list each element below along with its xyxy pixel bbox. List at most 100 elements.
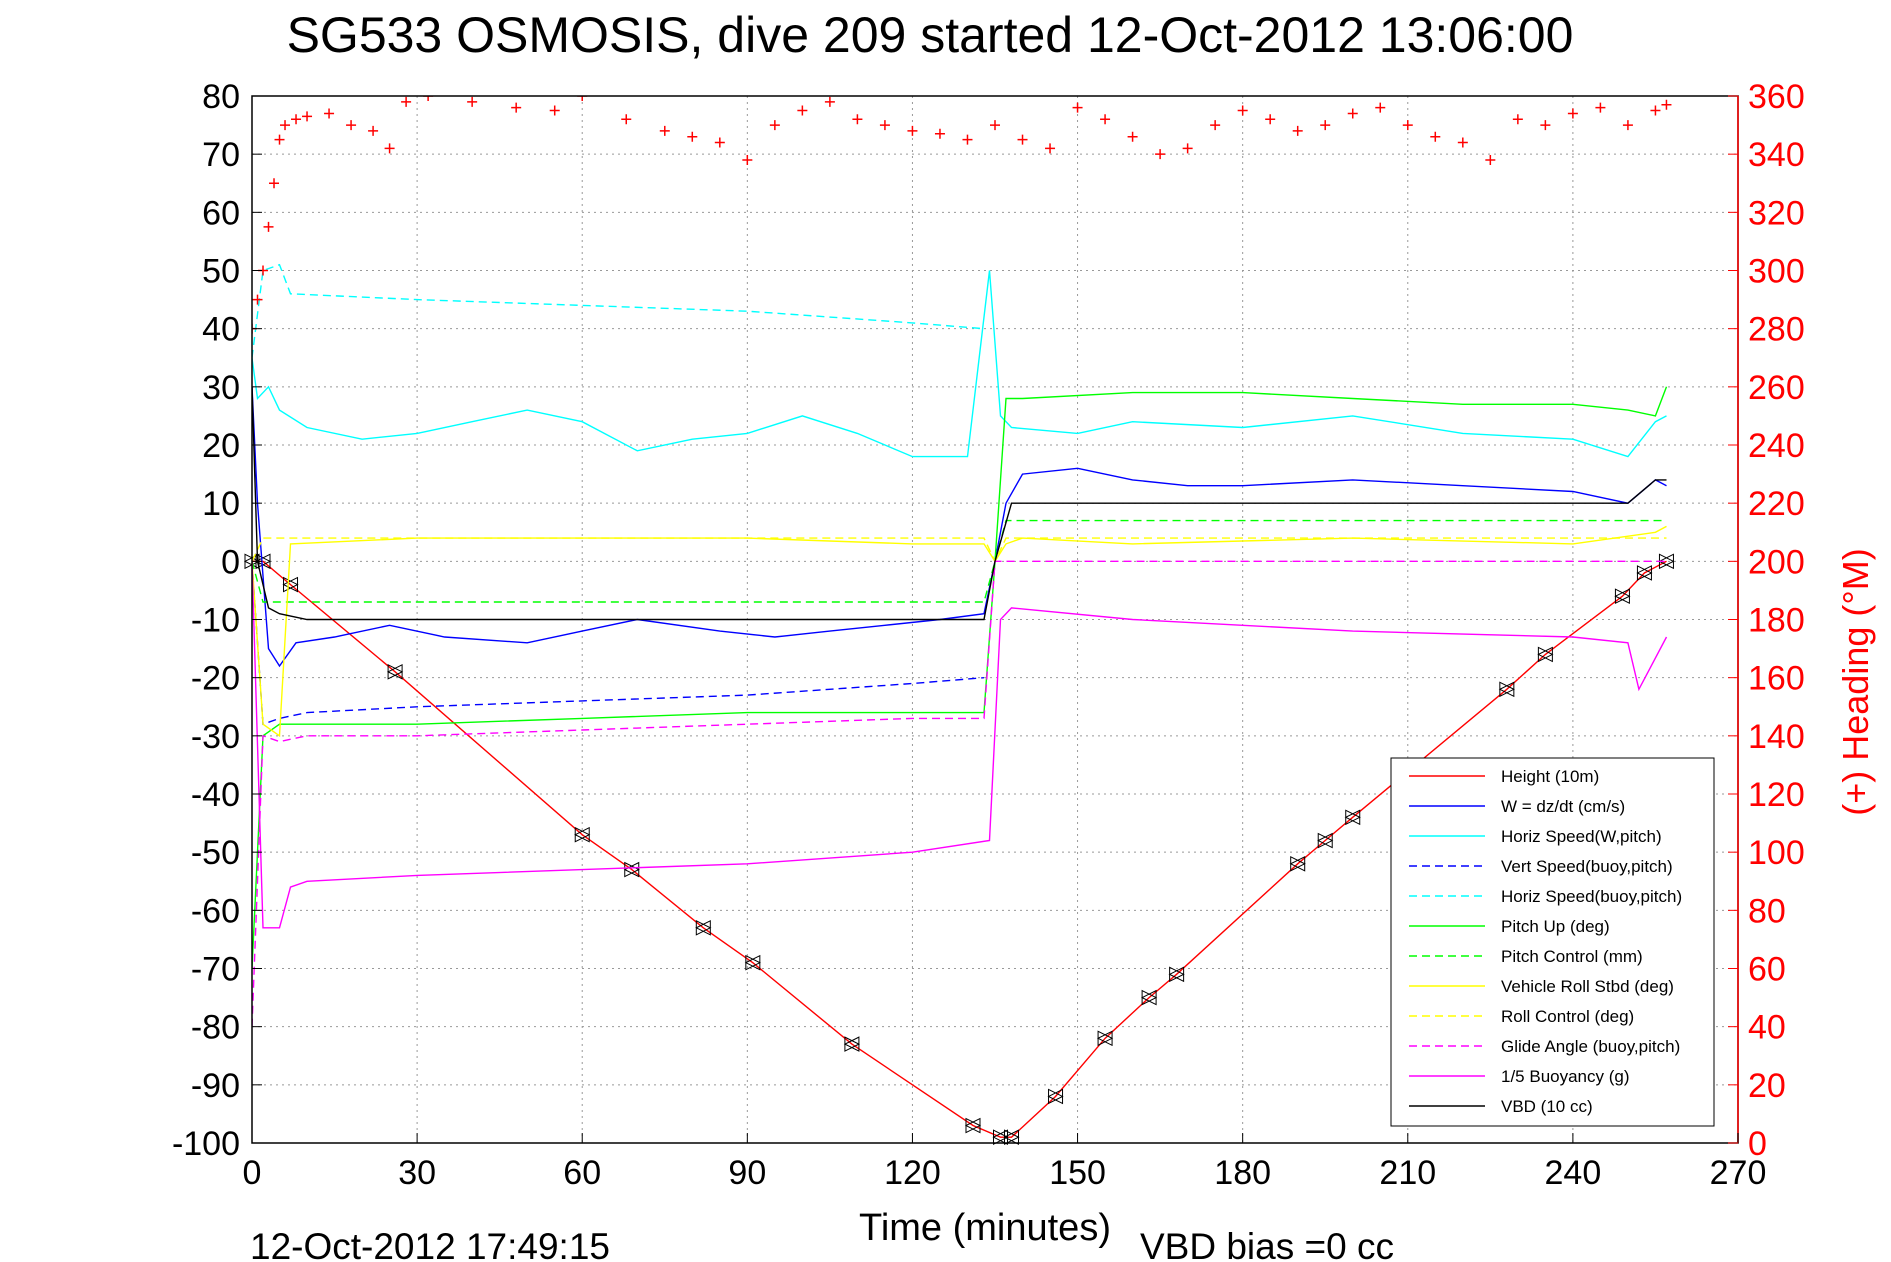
x-tick-label: 270 [1710, 1154, 1767, 1192]
heading-point [1072, 102, 1083, 113]
heading-point [511, 102, 522, 113]
y2-axis-label: (+) Heading (°M) [1835, 548, 1876, 815]
heading-point [1650, 105, 1661, 116]
series-layer [243, 96, 1675, 1145]
y2-axis-ticks: 3603403203002802602402202001801601401201… [1728, 78, 1805, 1163]
y2-tick-label: 80 [1748, 892, 1786, 930]
y-tick-label: -100 [172, 1125, 240, 1163]
heading-point [990, 120, 1000, 131]
heading-point [384, 143, 395, 154]
heading-point [302, 111, 313, 122]
height-marker [282, 576, 299, 593]
heading-point [1155, 149, 1166, 160]
y2-tick-label: 0 [1748, 1125, 1767, 1163]
x-axis-label: Time (minutes) [859, 1207, 1111, 1249]
y2-tick-label: 140 [1748, 718, 1805, 756]
series-glide-angle-buoy-pitch [252, 560, 1667, 1027]
heading-point [687, 131, 698, 142]
legend-entry: Horiz Speed(buoy,pitch) [1501, 887, 1682, 906]
y-axis-ticks: 80 70 60 50 40 30 20 10 0 -10 -20 -30 -40 -50 -60 -70 -8… [172, 78, 262, 1163]
height-marker [1047, 1088, 1064, 1105]
heading-point [549, 105, 560, 116]
x-tick-label: 240 [1545, 1154, 1602, 1192]
series-vert-speed-buoy-pitch [252, 561, 985, 726]
heading-point [824, 96, 835, 107]
height-marker [1003, 1129, 1020, 1145]
x-tick-label: 60 [563, 1154, 601, 1192]
heading-point [621, 114, 632, 125]
y2-tick-label: 240 [1748, 427, 1805, 465]
heading-point [1127, 131, 1138, 142]
heading-point [1622, 120, 1633, 131]
heading-point [1182, 143, 1193, 154]
heading-point [324, 108, 335, 119]
y2-tick-label: 20 [1748, 1067, 1786, 1105]
heading-point [1100, 114, 1111, 125]
height-marker [1140, 989, 1158, 1006]
y2-tick-label: 40 [1748, 1009, 1786, 1047]
height-marker [1168, 966, 1185, 983]
y2-tick-label: 100 [1748, 834, 1805, 872]
heading-point [1457, 137, 1468, 148]
y-tick-label: 40 [202, 311, 240, 349]
series-horiz-speed-buoy-pitch [252, 263, 985, 358]
y2-tick-label: 340 [1748, 136, 1805, 174]
heading-point [1430, 131, 1441, 142]
y-tick-label: 0 [221, 543, 240, 581]
legend-entry: W = dz/dt (cm/s) [1501, 797, 1625, 816]
heading-point [1320, 120, 1331, 131]
series-w-dz-dt-cm-s [252, 386, 1667, 668]
legend-entry: Horiz Speed(W,pitch) [1501, 827, 1662, 846]
heading-point [252, 294, 263, 305]
series-pitch-up-deg [252, 386, 1668, 969]
height-marker [1344, 809, 1361, 826]
y2-tick-label: 220 [1748, 485, 1805, 523]
heading-point [852, 114, 863, 125]
legend-entry: Height (10m) [1501, 767, 1599, 786]
y2-tick-label: 260 [1748, 369, 1805, 407]
legend-entry: Glide Angle (buoy,pitch) [1501, 1037, 1680, 1056]
heading-point [934, 128, 945, 139]
heading-point [1402, 120, 1413, 131]
y2-tick-label: 320 [1748, 194, 1805, 232]
y-tick-label: 70 [202, 136, 240, 174]
series-roll-control-deg [252, 537, 1667, 563]
y-tick-label: 10 [202, 485, 240, 523]
heading-point [1347, 108, 1358, 119]
height-marker [1614, 588, 1631, 605]
y-tick-label: 80 [202, 78, 240, 116]
x-tick-label: 180 [1214, 1154, 1271, 1192]
y2-tick-label: 160 [1748, 660, 1805, 698]
legend-entry: Pitch Up (deg) [1501, 917, 1610, 936]
legend: Height (10m) W = dz/dt (cm/s) Horiz Speed(… [1390, 757, 1715, 1127]
legend-box [1390, 757, 1715, 1127]
series-height-10m [252, 560, 1667, 1138]
y-tick-label: 20 [202, 427, 240, 465]
height-marker [992, 1129, 1009, 1145]
heading-point [577, 96, 588, 101]
heading-point [274, 134, 285, 145]
y2-tick-label: 60 [1748, 951, 1786, 989]
height-marker [1537, 646, 1554, 663]
series-heading [252, 96, 1672, 334]
legend-entry: 1/5 Buoyancy (g) [1501, 1067, 1630, 1086]
heading-point [907, 125, 918, 136]
y-tick-label: 30 [202, 369, 240, 407]
y2-tick-label: 180 [1748, 602, 1805, 640]
heading-point [423, 96, 434, 101]
x-tick-label: 30 [398, 1154, 436, 1192]
heading-point [1210, 120, 1221, 131]
heading-point [742, 154, 753, 165]
heading-point [1375, 102, 1386, 113]
height-marker [386, 664, 404, 680]
height-marker [623, 861, 640, 878]
heading-point [714, 137, 725, 148]
height-marker [744, 954, 761, 971]
heading-point [1661, 99, 1672, 110]
y-tick-label: -20 [191, 660, 240, 698]
height-marker [574, 826, 591, 843]
y2-tick-label: 120 [1748, 776, 1805, 814]
footer-vbd-bias: VBD bias =0 cc [1140, 1226, 1394, 1262]
x-tick-label: 0 [243, 1154, 262, 1192]
